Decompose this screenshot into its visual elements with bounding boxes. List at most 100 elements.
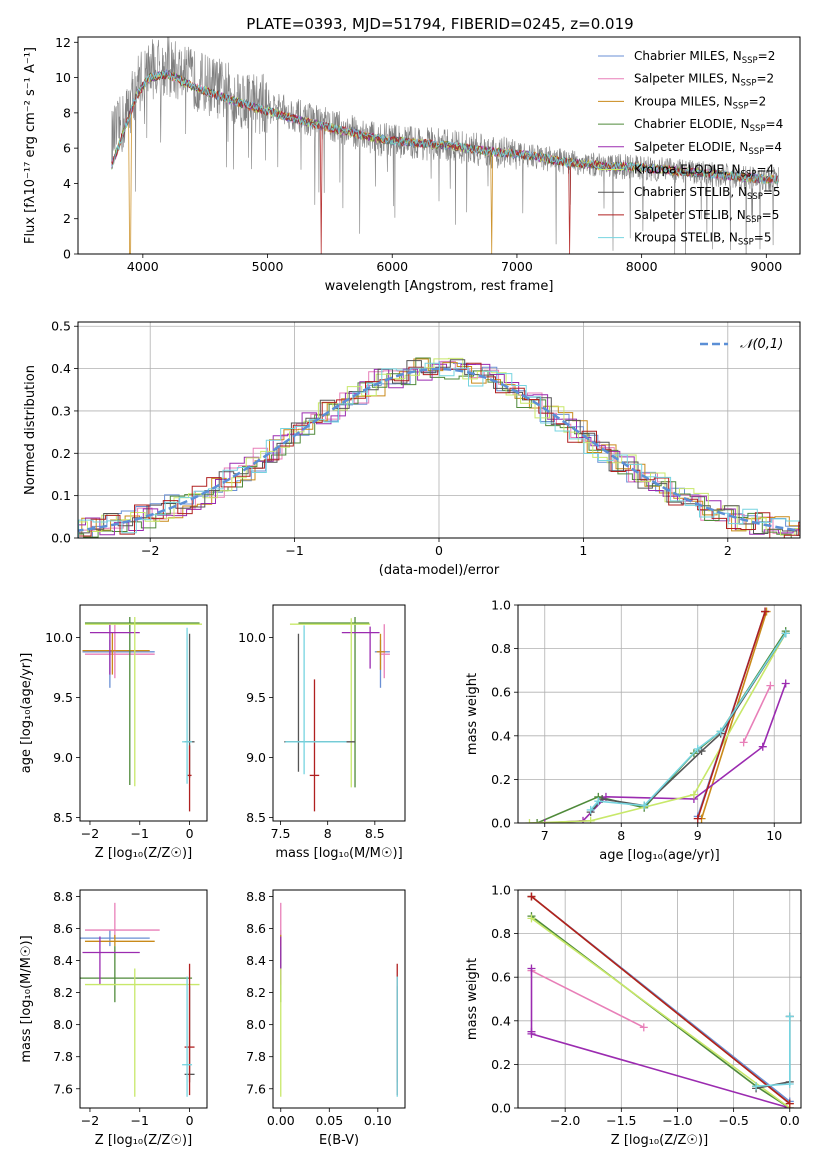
y-tick-label: 10 — [55, 70, 71, 85]
y-tick-label: 8.4 — [53, 953, 73, 968]
residual-histogram — [78, 362, 800, 538]
x-tick-label: 5000 — [252, 259, 284, 274]
y-tick-label: 0.6 — [491, 685, 511, 700]
x-axis-label: E(B-V) — [319, 1133, 359, 1148]
x-tick-label: −1 — [131, 1113, 149, 1128]
x-tick-label: 8 — [324, 826, 332, 841]
x-axis-label: (data-model)/error — [379, 563, 500, 578]
legend-label: Chabrier ELODIE, NSSP=4 — [634, 117, 783, 134]
y-tick-label: 8.2 — [53, 985, 73, 1000]
weight-marker — [752, 1082, 761, 1091]
y-tick-label: 0.2 — [491, 772, 511, 787]
panel-mass_vs_ebv: 0.00 0.05 0.10 7.6 7.8 8.0 8.2 8.4 8.6 8.8 E(B-V) — [246, 889, 406, 1148]
y-tick-label: 7.8 — [53, 1049, 73, 1064]
legend-label: Kroupa ELODIE, NSSP=4 — [634, 163, 774, 180]
x-tick-label: 8 — [617, 828, 625, 843]
y-tick-label: 0.8 — [491, 641, 511, 656]
y-tick-label: 0.5 — [51, 319, 71, 334]
x-tick-label: 7 — [541, 828, 549, 843]
x-tick-label: 4000 — [127, 259, 159, 274]
y-tick-label: 9.0 — [246, 750, 266, 765]
legend-subscript: SSP — [741, 79, 757, 89]
x-tick-label: 0.0 — [780, 1113, 800, 1128]
legend-subscript: SSP — [742, 56, 758, 66]
y-tick-label: 8.0 — [53, 1017, 73, 1032]
y-axis-label: mass weight — [465, 958, 480, 1040]
y-tick-label: 0.3 — [51, 403, 71, 418]
weight-line — [590, 632, 787, 813]
x-tick-label: −2 — [81, 1113, 99, 1128]
y-axis-label: age [log₁₀(age/yr)] — [19, 653, 34, 774]
y-tick-label: 7.6 — [53, 1081, 73, 1096]
legend-label: 𝒩(0,1) — [740, 337, 783, 352]
x-tick-label: 8000 — [626, 259, 658, 274]
y-tick-label: 4 — [63, 176, 71, 191]
x-axis-label: wavelength [Angstrom, rest frame] — [325, 279, 554, 294]
x-tick-label: 1 — [579, 543, 587, 558]
x-tick-label: 9000 — [750, 259, 782, 274]
y-tick-label: 8.5 — [246, 810, 266, 825]
legend-subscript: SSP — [748, 147, 764, 157]
weight-line — [756, 1016, 791, 1087]
weight-marker — [693, 814, 702, 823]
panel-age_vs_Z: −2 −1 0 8.5 9.0 9.5 10.0 Z [log₁₀(Z/Z☉)] age [lo… — [19, 604, 208, 861]
weight-marker — [716, 727, 725, 736]
legend-value: =4 — [766, 117, 784, 131]
weight-marker — [785, 1012, 794, 1021]
y-tick-label: 8.4 — [246, 953, 266, 968]
y-tick-label: 0.1 — [51, 488, 71, 503]
weight-marker — [781, 629, 790, 638]
x-tick-label: 0 — [186, 1113, 194, 1128]
residual-histogram — [78, 357, 800, 538]
plot-area — [82, 617, 203, 812]
y-tick-label: 2 — [63, 211, 71, 226]
weight-marker — [527, 914, 536, 923]
y-tick-label: 8.8 — [53, 889, 73, 904]
y-tick-label: 0.2 — [491, 1057, 511, 1072]
weight-marker — [640, 801, 649, 810]
axes-frame — [77, 36, 801, 255]
x-tick-label: −1.0 — [662, 1113, 692, 1128]
x-tick-label: −2 — [141, 543, 159, 558]
x-tick-label: 0.00 — [267, 1113, 295, 1128]
x-axis-label: Z [log₁₀(Z/Z☉)] — [95, 846, 192, 861]
y-tick-label: 9.0 — [53, 750, 73, 765]
x-tick-label: −0.5 — [718, 1113, 748, 1128]
axes-frame — [272, 604, 406, 822]
legend-label: Salpeter ELODIE, NSSP=4 — [634, 140, 782, 157]
x-tick-label: −2 — [81, 826, 99, 841]
residual-histogram — [78, 357, 800, 536]
y-tick-label: 0.4 — [491, 1013, 511, 1028]
weight-line — [530, 895, 791, 1105]
weight-marker — [527, 1029, 536, 1038]
x-tick-label: 8.5 — [365, 826, 385, 841]
x-tick-label: 2 — [724, 543, 732, 558]
x-tick-label: −1.5 — [606, 1113, 636, 1128]
y-tick-label: 8.6 — [246, 921, 266, 936]
weight-marker — [766, 681, 775, 690]
weight-marker — [594, 797, 603, 806]
y-tick-label: 1.0 — [491, 883, 511, 898]
legend-value: =5 — [763, 185, 781, 199]
y-tick-label: 8.2 — [246, 985, 266, 1000]
legend-subscript: SSP — [738, 238, 754, 248]
weight-marker — [785, 1080, 794, 1089]
weight-marker — [527, 892, 536, 901]
plot-area — [280, 902, 398, 1097]
panel-weight_vs_age: 7 8 9 10 0.0 0.2 0.4 0.6 0.8 1.0 age [log₁₀(age/yr… — [465, 598, 802, 863]
y-tick-label: 0.4 — [491, 728, 511, 743]
plot-area — [111, 37, 779, 254]
weight-marker — [527, 964, 536, 973]
weight-marker — [586, 805, 595, 814]
x-tick-label: 0.05 — [315, 1113, 343, 1128]
weight-marker — [689, 790, 698, 799]
weight-line — [529, 632, 787, 823]
plot-area — [78, 357, 800, 538]
x-tick-label: 7000 — [501, 259, 533, 274]
x-tick-label: 0.10 — [364, 1113, 392, 1128]
y-tick-label: 0.6 — [491, 970, 511, 985]
y-tick-label: 9.5 — [53, 690, 73, 705]
plot-area — [80, 902, 200, 1097]
x-tick-label: −1 — [131, 826, 149, 841]
weight-marker — [639, 1023, 648, 1032]
